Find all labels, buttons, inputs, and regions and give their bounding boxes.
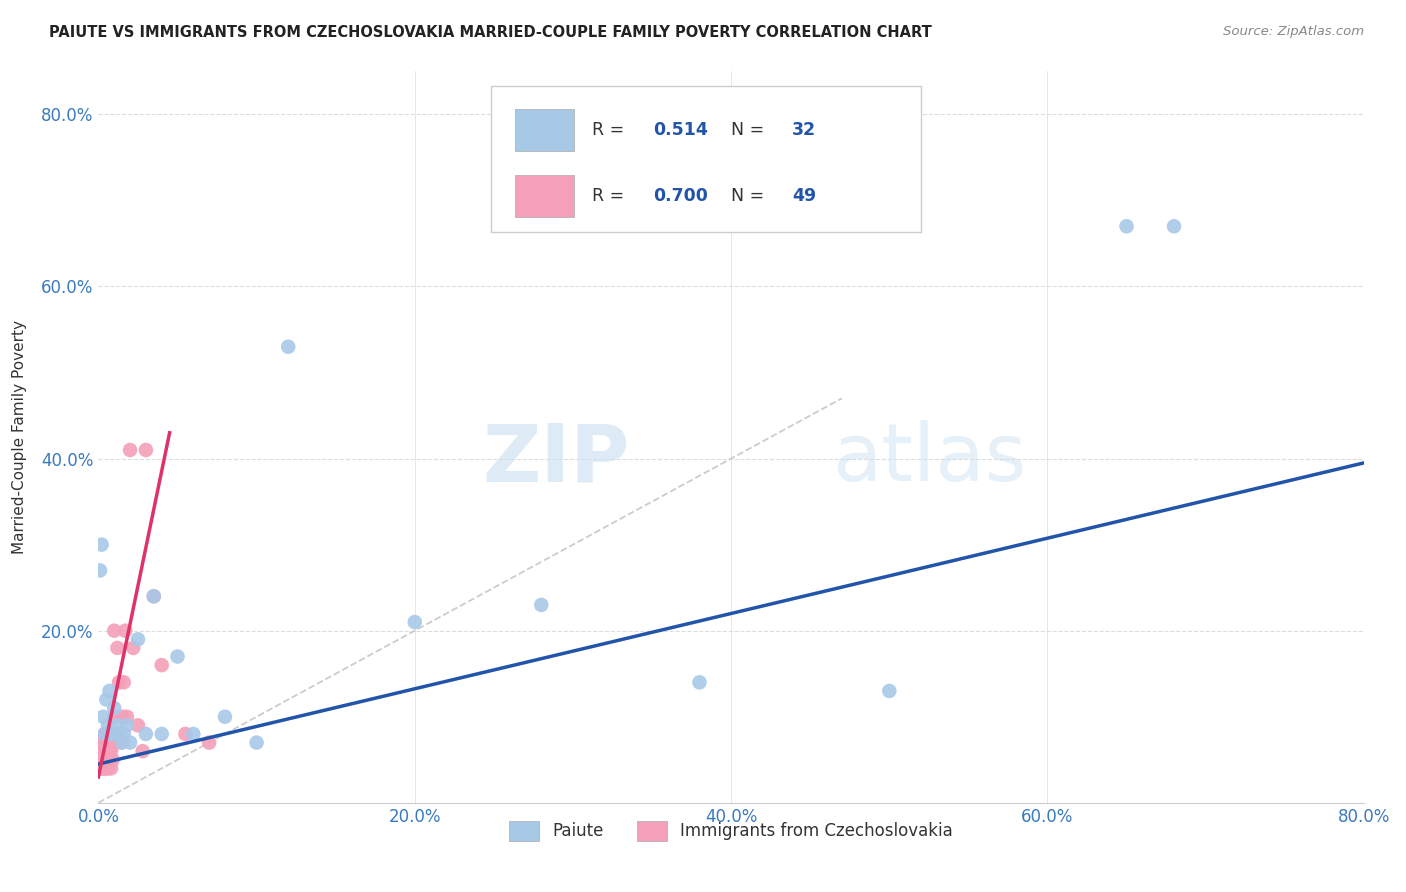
- Point: [89, 761, 111, 775]
- Point: [98, 684, 121, 698]
- Text: 32: 32: [792, 121, 815, 139]
- Text: N =: N =: [731, 186, 770, 204]
- Point: [198, 735, 221, 749]
- Point: [174, 727, 197, 741]
- Point: [103, 624, 125, 638]
- Point: [101, 753, 124, 767]
- Point: [93, 727, 117, 741]
- Point: [135, 727, 157, 741]
- Point: [100, 744, 122, 758]
- Point: [91, 735, 114, 749]
- Point: [100, 727, 122, 741]
- Text: 0.700: 0.700: [652, 186, 707, 204]
- Point: [150, 658, 173, 673]
- Point: [98, 744, 121, 758]
- Point: [110, 735, 132, 749]
- Point: [115, 710, 138, 724]
- Point: [100, 735, 122, 749]
- Point: [108, 675, 131, 690]
- Text: PAIUTE VS IMMIGRANTS FROM CZECHOSLOVAKIA MARRIED-COUPLE FAMILY POVERTY CORRELATI: PAIUTE VS IMMIGRANTS FROM CZECHOSLOVAKIA…: [49, 25, 932, 40]
- Text: R =: R =: [592, 121, 630, 139]
- Point: [404, 615, 426, 629]
- Point: [530, 598, 553, 612]
- Point: [166, 649, 188, 664]
- Point: [93, 761, 117, 775]
- Point: [112, 675, 135, 690]
- Point: [96, 735, 118, 749]
- Point: [277, 340, 299, 354]
- Point: [90, 753, 112, 767]
- Point: [100, 761, 122, 775]
- Point: [135, 442, 157, 457]
- Point: [93, 727, 117, 741]
- FancyBboxPatch shape: [515, 109, 574, 151]
- Text: Source: ZipAtlas.com: Source: ZipAtlas.com: [1223, 25, 1364, 38]
- Point: [104, 727, 127, 741]
- Point: [90, 538, 112, 552]
- Point: [96, 761, 118, 775]
- Point: [688, 675, 710, 690]
- Point: [111, 735, 134, 749]
- Point: [104, 727, 127, 741]
- Point: [127, 632, 149, 647]
- Point: [96, 753, 118, 767]
- Point: [120, 442, 141, 457]
- Y-axis label: Married-Couple Family Poverty: Married-Couple Family Poverty: [13, 320, 27, 554]
- Point: [111, 710, 134, 724]
- Point: [107, 640, 129, 655]
- Point: [90, 744, 112, 758]
- Point: [127, 718, 149, 732]
- Point: [96, 744, 118, 758]
- Point: [93, 753, 117, 767]
- Point: [91, 761, 114, 775]
- Text: 0.514: 0.514: [652, 121, 707, 139]
- Point: [98, 727, 121, 741]
- Text: ZIP: ZIP: [482, 420, 630, 498]
- Point: [122, 640, 145, 655]
- Point: [93, 744, 117, 758]
- Point: [91, 710, 114, 724]
- Point: [101, 735, 124, 749]
- Text: N =: N =: [731, 121, 770, 139]
- Point: [120, 735, 141, 749]
- FancyBboxPatch shape: [491, 86, 921, 232]
- Point: [115, 718, 138, 732]
- Point: [1163, 219, 1185, 234]
- Point: [98, 753, 121, 767]
- Point: [101, 727, 124, 741]
- Point: [89, 753, 111, 767]
- Point: [97, 761, 120, 775]
- Text: R =: R =: [592, 186, 630, 204]
- Point: [246, 735, 269, 749]
- Text: 49: 49: [792, 186, 815, 204]
- Legend: Paiute, Immigrants from Czechoslovakia: Paiute, Immigrants from Czechoslovakia: [501, 813, 962, 849]
- Point: [96, 692, 118, 706]
- Point: [103, 710, 125, 724]
- Text: atlas: atlas: [832, 420, 1026, 498]
- Point: [142, 589, 165, 603]
- Point: [132, 744, 155, 758]
- Point: [103, 701, 125, 715]
- Point: [108, 727, 131, 741]
- Point: [183, 727, 205, 741]
- Point: [90, 761, 112, 775]
- Point: [91, 753, 114, 767]
- Point: [214, 710, 236, 724]
- Point: [877, 684, 900, 698]
- Point: [112, 727, 135, 741]
- Point: [97, 718, 120, 732]
- Point: [89, 564, 111, 578]
- Point: [90, 735, 112, 749]
- Point: [114, 624, 136, 638]
- Point: [97, 753, 120, 767]
- Point: [1115, 219, 1137, 234]
- Point: [107, 718, 129, 732]
- Point: [91, 744, 114, 758]
- Point: [89, 744, 111, 758]
- Point: [142, 589, 165, 603]
- Point: [97, 735, 120, 749]
- Point: [150, 727, 173, 741]
- FancyBboxPatch shape: [515, 175, 574, 217]
